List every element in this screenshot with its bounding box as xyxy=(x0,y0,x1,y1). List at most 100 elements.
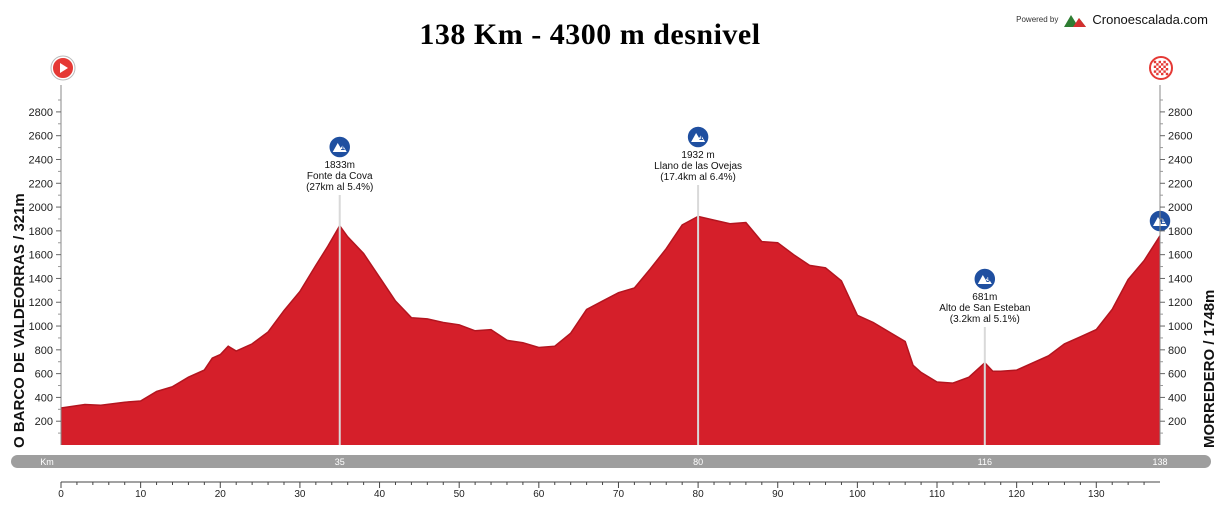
climb-name: Fonte da Cova xyxy=(307,171,373,182)
y-tick-label-right: 1000 xyxy=(1168,321,1192,333)
x-tick-label: 90 xyxy=(772,489,784,500)
climb-detail: (3.2km al 5.1%) xyxy=(950,314,1020,325)
finish-checker-cell xyxy=(1156,63,1159,66)
y-tick-label-right: 800 xyxy=(1168,345,1186,357)
y-tick-label-right: 200 xyxy=(1168,416,1186,428)
x-tick-label: 20 xyxy=(215,489,227,500)
y-tick-label-right: 1200 xyxy=(1168,297,1192,309)
finish-flag-icon xyxy=(1149,56,1173,80)
y-tick-label-left: 600 xyxy=(35,369,53,381)
y-tick-label-left: 400 xyxy=(35,392,53,404)
climb-category-icon: 3 xyxy=(973,267,997,291)
y-tick-label-left: 2000 xyxy=(29,202,53,214)
y-tick-label-left: 1800 xyxy=(29,226,53,238)
finish-checker-cell xyxy=(1163,65,1166,68)
y-tick-label-right: 400 xyxy=(1168,392,1186,404)
climb-altitude: 1932 m xyxy=(681,150,714,161)
finish-checker-cell xyxy=(1153,65,1157,68)
x-tick-label: 110 xyxy=(929,489,945,500)
climb-detail: (27km al 5.4%) xyxy=(306,182,373,193)
finish-checker-cell xyxy=(1158,60,1161,64)
finish-checker-cell xyxy=(1158,70,1161,73)
climb-category-icon: 1 xyxy=(686,125,710,149)
y-tick-label-right: 1600 xyxy=(1168,250,1192,262)
y-tick-label-left: 1000 xyxy=(29,321,53,333)
y-tick-label-right: 600 xyxy=(1168,369,1186,381)
finish-checker-cell xyxy=(1163,60,1166,64)
start-flag-icon xyxy=(50,55,76,81)
finish-checker-cell xyxy=(1165,68,1169,71)
y-tick-label-right: 2400 xyxy=(1168,154,1192,166)
finish-checker-cell xyxy=(1161,63,1164,66)
y-tick-label-right: 2000 xyxy=(1168,202,1192,214)
y-tick-label-right: 1400 xyxy=(1168,273,1192,285)
x-tick-label: 40 xyxy=(374,489,386,500)
finish-checker-cell xyxy=(1165,72,1169,76)
y-tick-label-left: 1200 xyxy=(29,297,53,309)
y-tick-label-left: 2200 xyxy=(29,178,53,190)
y-tick-label-left: 1400 xyxy=(29,273,53,285)
finish-checker-cell xyxy=(1163,70,1166,73)
x-tick-label: 100 xyxy=(849,489,866,500)
x-tick-label: 10 xyxy=(135,489,147,500)
km-bar-background xyxy=(11,455,1211,468)
climb-name: Llano de las Ovejas xyxy=(654,161,742,172)
finish-checker-cell xyxy=(1161,72,1164,76)
y-tick-label-left: 2600 xyxy=(29,131,53,143)
climb-altitude: 1833m xyxy=(324,160,355,171)
climb-category-label: 1 xyxy=(699,133,704,142)
climb-category-icon: 1 xyxy=(327,135,352,159)
x-tick-label: 130 xyxy=(1088,489,1105,500)
endpoint-markers xyxy=(50,55,1173,81)
x-tick-label: 70 xyxy=(613,489,625,500)
y-tick-label-left: 800 xyxy=(35,345,53,357)
start-location-label: O BARCO DE VALDEORRAS / 321m xyxy=(11,193,28,448)
climb-detail: (17.4km al 6.4%) xyxy=(660,172,736,183)
x-tick-label: 30 xyxy=(294,489,306,500)
climb-altitude: 681m xyxy=(972,292,997,303)
climb-name: Alto de San Esteban xyxy=(939,303,1030,314)
x-tick-label: 80 xyxy=(693,489,705,500)
powered-by-label: Powered by xyxy=(1016,15,1059,24)
chart-title: 138 Km - 4300 m desnivel xyxy=(419,18,761,51)
climb-category-label: E xyxy=(1160,217,1166,226)
climb-category-label: 3 xyxy=(986,275,991,284)
y-tick-label-left: 1600 xyxy=(29,250,53,262)
y-tick-label-left: 2400 xyxy=(29,154,53,166)
finish-checker-cell xyxy=(1153,70,1157,73)
y-tick-label-right: 1800 xyxy=(1168,226,1192,238)
km-bar-marker: 116 xyxy=(978,457,992,467)
brand-name: Cronoescalada.com xyxy=(1092,12,1208,27)
finish-checker-cell xyxy=(1158,65,1161,68)
climb-category-label: 1 xyxy=(341,143,346,152)
km-bar-label: Km xyxy=(40,457,54,467)
km-bar-marker: 80 xyxy=(693,457,703,467)
finish-checker-cell xyxy=(1156,72,1159,76)
x-tick-label: 120 xyxy=(1008,489,1025,500)
climb-icon-mountain xyxy=(691,133,706,142)
y-tick-label-right: 2600 xyxy=(1168,131,1192,143)
km-bar-marker: 138 xyxy=(1152,457,1167,467)
finish-location-label: MORREDERO / 1748m xyxy=(1201,290,1218,448)
profile-edge xyxy=(60,215,1161,409)
finish-checker-cell xyxy=(1153,60,1157,64)
start-icon-ring xyxy=(50,55,76,81)
start-icon-arrow xyxy=(60,63,68,73)
mountain-logo-icon xyxy=(1064,14,1087,27)
x-tick-label: 60 xyxy=(533,489,545,500)
profile-area xyxy=(61,216,1160,445)
x-tick-label: 0 xyxy=(58,489,64,500)
finish-checker-cell xyxy=(1156,68,1159,71)
km-bar: Km 35 80 116 138 xyxy=(11,455,1211,468)
y-tick-label-right: 2200 xyxy=(1168,178,1192,190)
finish-checker-cell xyxy=(1165,63,1169,66)
finish-checker-cell xyxy=(1161,68,1164,71)
y-tick-label-left: 2800 xyxy=(29,107,53,119)
x-tick-label: 50 xyxy=(454,489,466,500)
y-tick-label-right: 2800 xyxy=(1168,107,1192,119)
km-bar-marker: 35 xyxy=(335,457,345,467)
brand-block[interactable]: Powered by Cronoescalada.com xyxy=(1016,12,1208,27)
